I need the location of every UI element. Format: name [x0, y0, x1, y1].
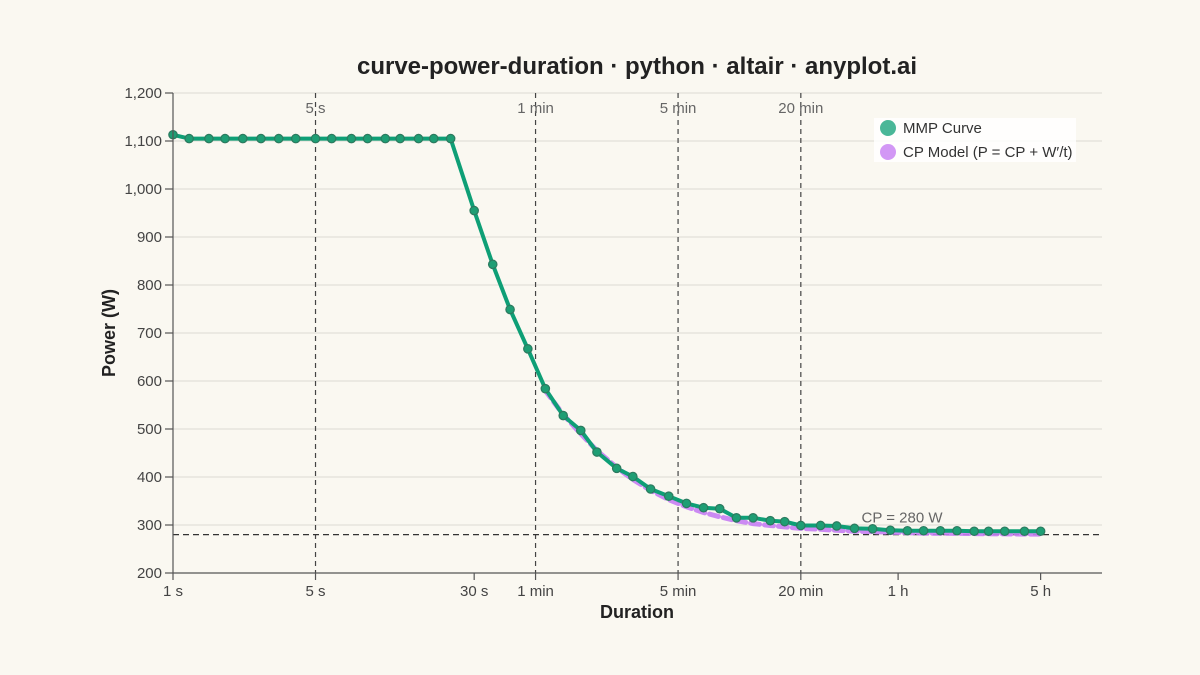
- mmp-point: [290, 133, 301, 144]
- mmp-point: [999, 526, 1010, 537]
- mmp-point: [445, 133, 456, 144]
- duration-reference-label: 5 min: [660, 100, 697, 117]
- duration-reference-label: 1 min: [517, 100, 554, 117]
- mmp-point: [413, 133, 424, 144]
- mmp-point: [362, 133, 373, 144]
- cp-model-line: [542, 388, 1044, 537]
- legend-label-mmp: MMP Curve: [903, 120, 982, 137]
- mmp-point: [592, 447, 602, 457]
- x-tick-label: 1 s: [163, 583, 183, 600]
- mmp-point: [487, 259, 498, 270]
- mmp-point: [220, 133, 230, 144]
- legend: MMP Curve CP Model (P = CP + W′/t): [874, 118, 1076, 162]
- mmp-point: [310, 133, 321, 144]
- mmp-point: [831, 521, 842, 531]
- legend-symbol-cp-model: [880, 144, 896, 160]
- mmp-point: [558, 410, 569, 421]
- mmp-point: [765, 515, 776, 526]
- y-tick-label: 700: [137, 325, 162, 342]
- y-tick-label: 1,000: [124, 181, 162, 198]
- mmp-point: [1019, 526, 1030, 537]
- y-tick-label: 1,100: [124, 133, 162, 150]
- mmp-point: [540, 383, 551, 394]
- mmp-point: [505, 304, 515, 315]
- duration-reference-label: 5 s: [306, 100, 326, 117]
- x-tick-label: 5 min: [660, 583, 697, 600]
- y-tick-label: 400: [137, 469, 162, 486]
- mmp-point: [628, 471, 638, 482]
- mmp-point: [326, 133, 337, 144]
- x-tick-label: 1 h: [888, 583, 909, 600]
- mmp-point: [395, 133, 405, 144]
- legend-symbol-mmp: [880, 120, 896, 136]
- gridlines: [173, 92, 1102, 574]
- mmp-point: [748, 512, 758, 523]
- mmp-point: [469, 205, 479, 216]
- mmp-point: [256, 133, 266, 144]
- mmp-point: [645, 484, 656, 494]
- x-tick-label: 5 h: [1030, 583, 1051, 600]
- mmp-point: [681, 498, 692, 509]
- chart-title: curve-power-duration · python · altair ·…: [357, 53, 917, 80]
- mmp-point: [575, 425, 586, 436]
- x-tick-label: 1 min: [517, 583, 554, 600]
- mmp-point: [935, 525, 946, 536]
- legend-background: [874, 118, 1076, 162]
- y-tick-label: 800: [137, 277, 162, 294]
- mmp-point: [714, 503, 725, 514]
- mmp-point: [1035, 526, 1046, 537]
- mmp-point: [204, 133, 214, 144]
- mmp-point: [867, 524, 878, 534]
- reference-lines: 5 s 1 min 5 min 20 min CP = 280 W: [173, 93, 1102, 573]
- mmp-point: [885, 525, 896, 536]
- axes: 200 300 400 500 600 700 800 900 1,000 1,100 1,200 1…: [124, 85, 1102, 600]
- mmp-point: [698, 502, 709, 513]
- x-tick-label: 5 s: [306, 583, 326, 600]
- mmp-point: [346, 133, 357, 144]
- mmp-point: [184, 133, 194, 144]
- legend-label-cp-model: CP Model (P = CP + W′/t): [903, 144, 1073, 161]
- mmp-point: [380, 133, 391, 144]
- mmp-point: [796, 520, 806, 531]
- mmp-point: [428, 133, 439, 144]
- duration-reference-label: 20 min: [778, 100, 823, 117]
- mmp-point: [779, 516, 790, 527]
- y-tick-label: 900: [137, 229, 162, 246]
- mmp-point: [849, 523, 860, 534]
- mmp-point: [952, 525, 962, 536]
- x-tick-label: 20 min: [778, 583, 823, 600]
- series-layer: [168, 129, 1046, 537]
- y-tick-label: 1,200: [124, 85, 162, 102]
- y-tick-label: 200: [137, 565, 162, 582]
- mmp-point: [523, 344, 533, 354]
- mmp-point: [238, 133, 248, 144]
- y-axis-title: Power (W): [99, 289, 119, 377]
- cp-reference-label: CP = 280 W: [861, 510, 943, 527]
- mmp-point: [983, 526, 994, 537]
- mmp-point: [902, 525, 913, 536]
- mmp-point: [663, 491, 674, 501]
- mmp-point: [815, 520, 826, 531]
- mmp-point: [969, 526, 979, 537]
- y-tick-label: 600: [137, 373, 162, 390]
- y-tick-label: 500: [137, 421, 162, 438]
- x-axis-title: Duration: [600, 602, 674, 622]
- mmp-point: [273, 133, 284, 144]
- mmp-point: [731, 512, 742, 523]
- mmp-point: [918, 525, 929, 536]
- mmp-point: [611, 463, 622, 474]
- x-tick-label: 30 s: [460, 583, 488, 600]
- y-tick-label: 300: [137, 517, 162, 534]
